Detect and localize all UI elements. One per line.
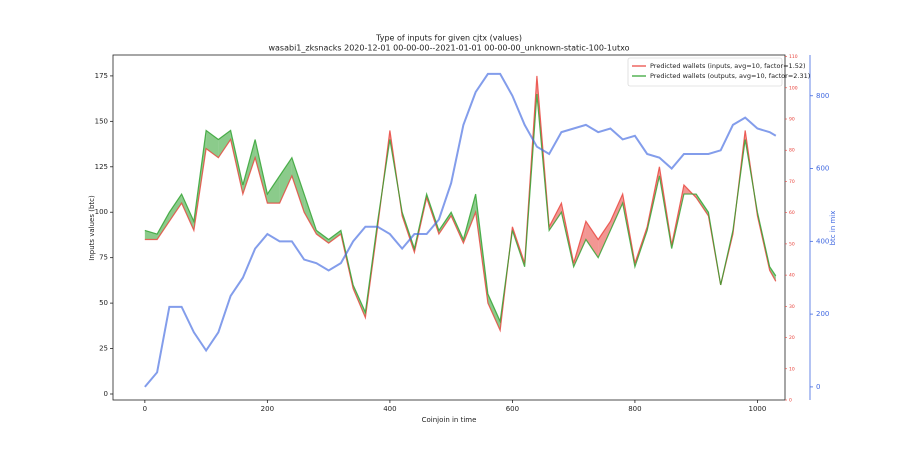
y2-tick-label: 20 bbox=[789, 335, 795, 341]
fill-between bbox=[585, 221, 599, 258]
y2-tick-label: 50 bbox=[789, 241, 795, 247]
fill-between bbox=[267, 175, 280, 204]
fill-between bbox=[144, 230, 158, 240]
y-tick-label: 150 bbox=[95, 117, 108, 125]
x-tick-label: 200 bbox=[261, 405, 274, 413]
y-tick-label: 100 bbox=[95, 208, 108, 216]
x-tick-label: 1000 bbox=[749, 405, 767, 413]
y3-tick-label: 200 bbox=[816, 310, 829, 318]
fill-between bbox=[291, 157, 305, 213]
y-tick-label: 0 bbox=[104, 390, 108, 398]
y2-tick-label: 90 bbox=[789, 117, 795, 123]
x-tick-label: 800 bbox=[628, 405, 641, 413]
y3-tick-label: 400 bbox=[816, 237, 829, 245]
fill-between bbox=[279, 157, 292, 204]
y2-tick-label: 70 bbox=[789, 179, 795, 185]
y-tick-label: 75 bbox=[99, 254, 108, 262]
y2-tick-label: 60 bbox=[789, 210, 795, 216]
fill-between bbox=[487, 294, 501, 331]
y2-tick-label: 40 bbox=[789, 273, 795, 279]
y-axis-label: Inputs values (btc) bbox=[88, 195, 96, 261]
x-tick-label: 600 bbox=[506, 405, 519, 413]
series-line bbox=[144, 75, 777, 333]
x-tick-label: 0 bbox=[143, 405, 147, 413]
y2-tick-label: 0 bbox=[789, 398, 792, 404]
y2-tick-label: 30 bbox=[789, 304, 795, 310]
y-tick-label: 175 bbox=[95, 72, 108, 80]
y-tick-label: 125 bbox=[95, 163, 108, 171]
fill-between bbox=[610, 194, 623, 231]
y3-tick-label: 0 bbox=[816, 383, 820, 391]
chart-subtitle: wasabi1_zksnacks 2020-12-01 00-00-00--20… bbox=[268, 44, 629, 53]
y-tick-label: 25 bbox=[99, 345, 108, 353]
fill-between bbox=[169, 194, 182, 222]
fill-between bbox=[598, 221, 611, 258]
x-tick-label: 400 bbox=[383, 405, 396, 413]
y-tick-label: 50 bbox=[99, 299, 108, 307]
chart-title: Type of inputs for given cjtx (values) bbox=[375, 34, 522, 43]
fill-between bbox=[328, 230, 341, 244]
fill-between bbox=[316, 230, 329, 244]
y2-tick-label: 100 bbox=[789, 85, 798, 91]
fill-between bbox=[181, 194, 194, 231]
fill-between bbox=[157, 212, 170, 240]
plot-frame bbox=[112, 54, 786, 401]
y2-tick-label: 110 bbox=[789, 54, 798, 60]
y3-axis-label: btc in mix bbox=[829, 211, 837, 246]
legend-label: Predicted wallets (inputs, avg=10, facto… bbox=[650, 62, 806, 70]
y3-tick-label: 800 bbox=[816, 92, 829, 100]
y3-tick-label: 600 bbox=[816, 165, 829, 173]
x-axis-label: Coinjoin in time bbox=[422, 416, 477, 424]
legend-label: Predicted wallets (outputs, avg=10, fact… bbox=[650, 72, 810, 80]
series-line bbox=[144, 94, 777, 324]
y2-tick-label: 10 bbox=[789, 366, 795, 372]
legend-box bbox=[627, 57, 783, 87]
series-line bbox=[144, 72, 777, 388]
y2-tick-label: 80 bbox=[789, 148, 795, 154]
